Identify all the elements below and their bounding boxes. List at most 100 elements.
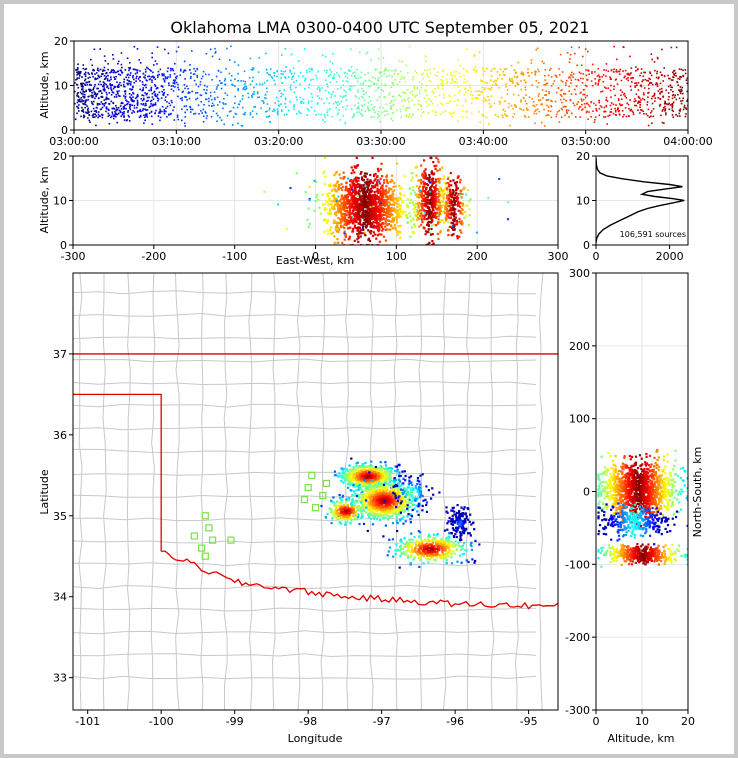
- source-point: [381, 175, 384, 178]
- source-point: [377, 196, 380, 199]
- source-point: [273, 108, 275, 110]
- county-line: [73, 630, 537, 635]
- source-point: [390, 108, 393, 110]
- source-point: [120, 69, 122, 72]
- source-point: [440, 78, 442, 81]
- source-point: [642, 75, 645, 77]
- source-point: [370, 196, 373, 199]
- source-point: [171, 101, 173, 104]
- source-point: [128, 82, 130, 85]
- source-point: [168, 102, 170, 105]
- source-point: [370, 483, 373, 486]
- source-point: [344, 206, 347, 209]
- source-point: [438, 188, 441, 192]
- source-point: [162, 78, 165, 80]
- source-point: [448, 204, 451, 208]
- source-point: [641, 80, 643, 83]
- source-point: [457, 175, 460, 178]
- source-point: [449, 172, 452, 175]
- source-point: [85, 112, 88, 114]
- source-point: [459, 75, 462, 78]
- source-point: [350, 66, 353, 68]
- source-point: [319, 212, 322, 215]
- source-point: [434, 114, 437, 116]
- source-point: [566, 112, 568, 115]
- source-point: [357, 177, 360, 180]
- source-point: [676, 115, 679, 117]
- source-point: [383, 181, 386, 184]
- source-point: [208, 97, 210, 100]
- source-point: [123, 78, 125, 81]
- source-point: [343, 205, 346, 208]
- source-point: [360, 76, 362, 79]
- source-point: [595, 104, 597, 106]
- source-point: [117, 62, 119, 65]
- source-point: [105, 108, 108, 110]
- source-point: [430, 189, 433, 192]
- source-point: [202, 121, 205, 123]
- source-point: [357, 189, 361, 192]
- source-point: [81, 106, 83, 109]
- source-point: [422, 214, 425, 217]
- source-point: [597, 84, 599, 86]
- source-point: [344, 473, 348, 476]
- source-point: [349, 185, 352, 188]
- source-point: [420, 205, 423, 208]
- source-point: [371, 194, 374, 197]
- source-point: [375, 215, 378, 218]
- source-point: [289, 100, 291, 103]
- source-point: [80, 83, 83, 86]
- source-point: [554, 100, 557, 103]
- source-point: [142, 103, 144, 106]
- source-point: [419, 209, 422, 212]
- source-point: [631, 81, 633, 83]
- source-point: [456, 195, 459, 198]
- source-point: [682, 97, 684, 100]
- source-point: [351, 185, 354, 188]
- source-point: [81, 88, 83, 90]
- source-point: [360, 205, 363, 208]
- source-point: [396, 83, 399, 86]
- source-point: [355, 77, 357, 79]
- source-point: [451, 192, 454, 195]
- source-point: [156, 97, 159, 99]
- source-point: [82, 93, 84, 95]
- source-point: [185, 105, 188, 107]
- source-point: [345, 181, 348, 185]
- source-point: [360, 206, 363, 209]
- source-point: [160, 85, 163, 87]
- source-point: [115, 106, 118, 109]
- source-point: [335, 474, 338, 477]
- source-point: [672, 90, 674, 93]
- source-point: [378, 227, 381, 230]
- source-point: [569, 76, 572, 79]
- source-point: [135, 77, 137, 80]
- source-point: [330, 71, 333, 73]
- source-point: [502, 116, 504, 118]
- source-point: [575, 93, 577, 95]
- source-point: [142, 83, 144, 86]
- source-point: [164, 76, 167, 78]
- source-point: [454, 183, 457, 186]
- source-point: [664, 110, 666, 112]
- county-line: [73, 471, 537, 476]
- source-point: [444, 208, 447, 211]
- source-point: [95, 110, 97, 112]
- source-point: [347, 222, 350, 225]
- source-point: [412, 189, 415, 192]
- source-point: [326, 219, 329, 222]
- source-point: [465, 69, 467, 72]
- source-point: [370, 212, 374, 215]
- source-point: [424, 174, 427, 177]
- source-point: [586, 94, 588, 97]
- source-point: [582, 93, 584, 96]
- source-point: [266, 72, 268, 74]
- source-point: [400, 116, 403, 118]
- source-point: [420, 104, 422, 107]
- source-point: [671, 94, 674, 97]
- source-point: [456, 176, 459, 179]
- source-point: [359, 216, 363, 219]
- source-point: [369, 222, 372, 225]
- source-point: [367, 229, 370, 232]
- source-point: [105, 91, 108, 94]
